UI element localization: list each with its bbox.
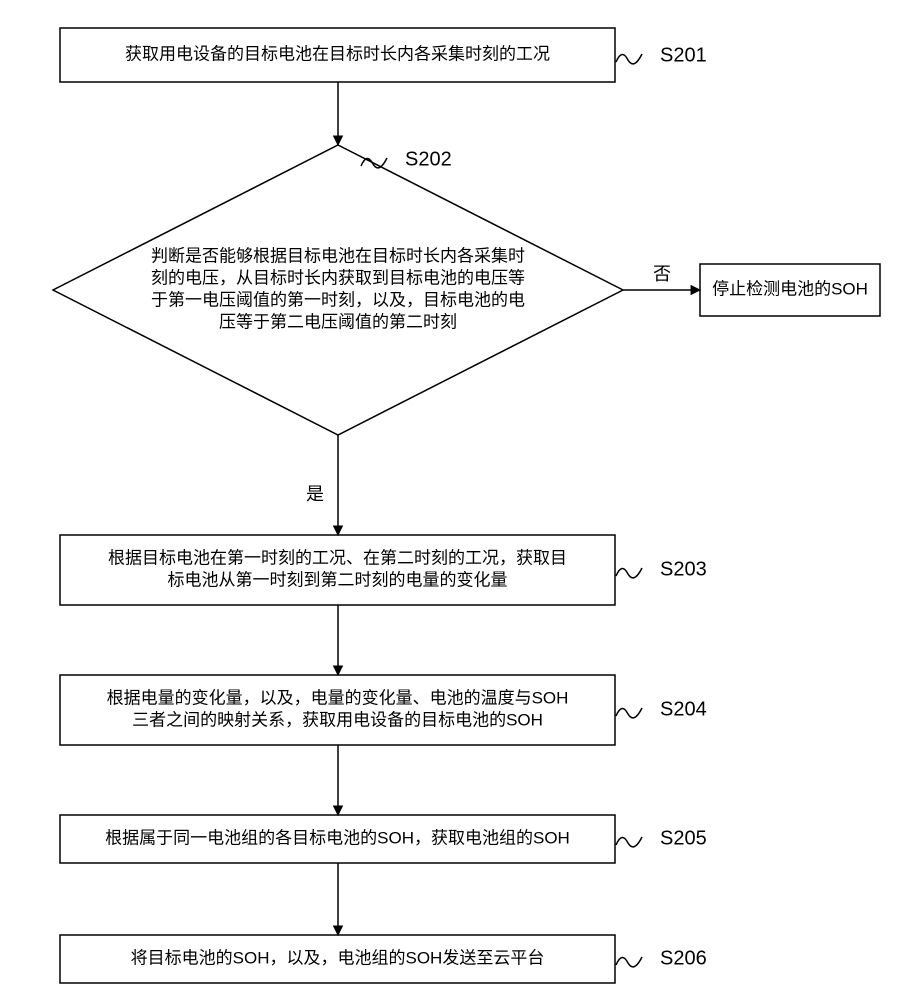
s201-label: S201 — [660, 44, 707, 66]
s202-text-line: 判断是否能够根据目标电池在目标时长内各采集时 — [151, 246, 525, 265]
s204-text-line: 三者之间的映射关系，获取用电设备的目标电池的SOH — [132, 710, 543, 729]
edge-label-1: 否 — [653, 264, 671, 284]
s202-text-line: 刻的电压，从目标时长内获取到目标电池的电压等 — [151, 268, 525, 287]
s202-text-line: 于第一电压阈值的第一时刻，以及，目标电池的电 — [151, 290, 525, 309]
s206-text-line: 将目标电池的SOH，以及，电池组的SOH发送至云平台 — [131, 948, 545, 967]
s206-label: S206 — [660, 947, 707, 969]
s203-text-line: 标电池从第一时刻到第二时刻的电量的变化量 — [168, 570, 508, 589]
edge-label-2: 是 — [306, 484, 324, 504]
s204-text-line: 根据电量的变化量，以及，电量的变化量、电池的温度与SOH — [107, 688, 569, 707]
stop-text-line: 停止检测电池的SOH — [712, 279, 868, 298]
s205-text-line: 根据属于同一电池组的各目标电池的SOH，获取电池组的SOH — [105, 828, 570, 847]
s205-label: S205 — [660, 827, 707, 849]
s202-text-line: 压等于第二电压阈值的第二时刻 — [219, 312, 457, 331]
s202-label: S202 — [405, 148, 452, 170]
s204-label: S204 — [660, 698, 707, 720]
s203-text-line: 根据目标电池在第一时刻的工况、在第二时刻的工况，获取目 — [108, 548, 567, 567]
s203-label: S203 — [660, 558, 707, 580]
s201-text-line: 获取用电设备的目标电池在目标时长内各采集时刻的工况 — [125, 44, 550, 63]
